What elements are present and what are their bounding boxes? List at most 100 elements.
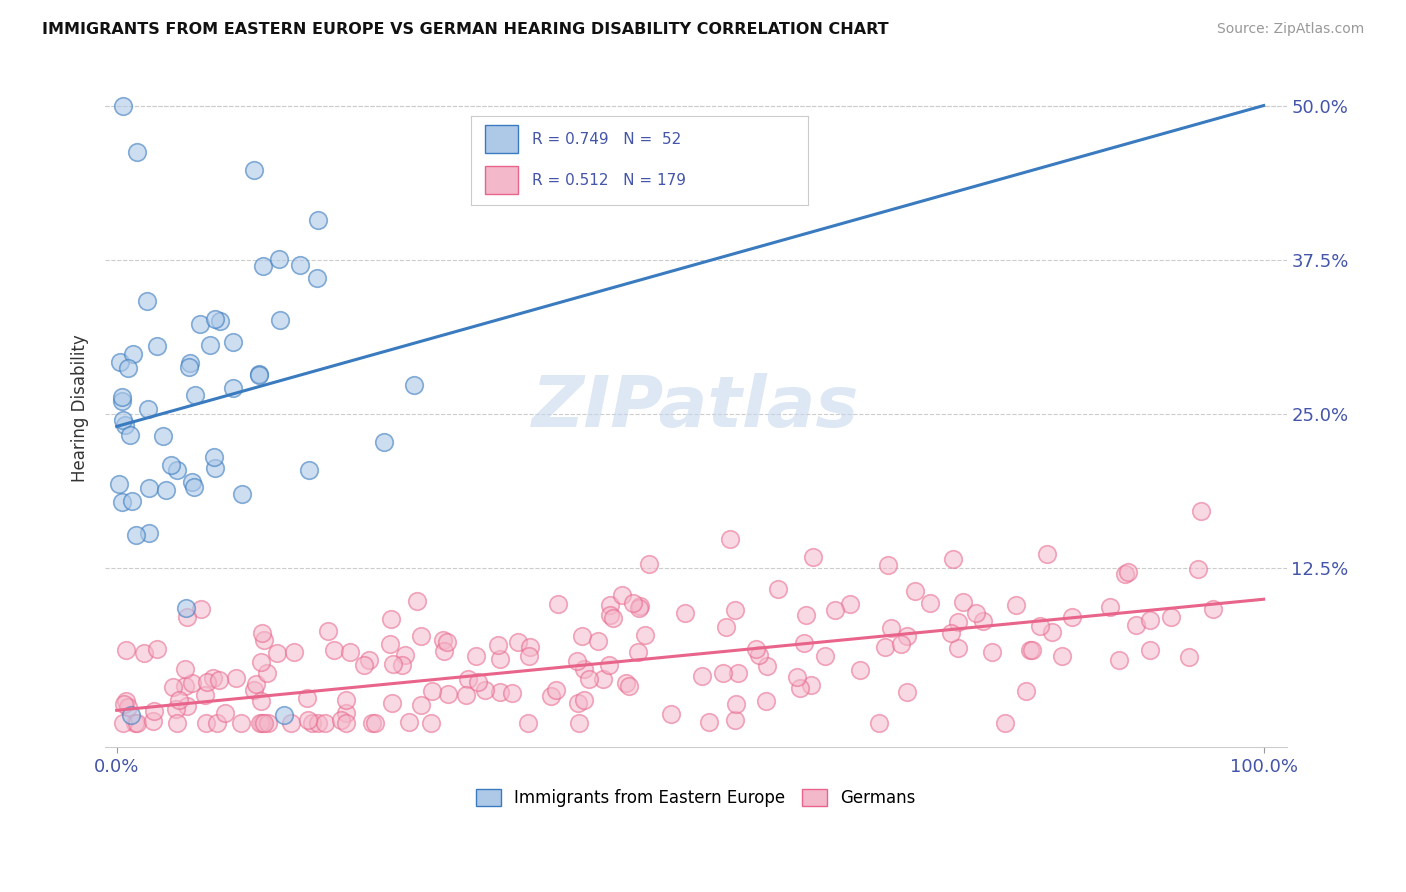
Point xyxy=(711,665,734,680)
Point xyxy=(1116,565,1139,579)
Point xyxy=(256,666,278,681)
Point xyxy=(373,435,395,450)
Point xyxy=(1160,610,1182,624)
Point xyxy=(288,258,311,272)
Point xyxy=(1018,642,1040,657)
Point xyxy=(112,412,135,426)
Point xyxy=(124,715,146,730)
Point xyxy=(748,648,770,662)
Point xyxy=(486,638,509,652)
FancyBboxPatch shape xyxy=(485,125,519,153)
Point xyxy=(1202,602,1225,616)
FancyBboxPatch shape xyxy=(485,166,519,194)
Point xyxy=(755,659,778,673)
Point xyxy=(117,361,139,376)
Point xyxy=(298,463,321,477)
Point xyxy=(250,715,273,730)
Point xyxy=(314,715,336,730)
Point xyxy=(120,707,142,722)
Point xyxy=(501,686,523,700)
Point xyxy=(301,715,323,730)
Point xyxy=(266,646,288,660)
Point xyxy=(247,368,270,382)
Point xyxy=(614,676,637,690)
Point xyxy=(176,610,198,624)
Point xyxy=(755,693,778,707)
Point xyxy=(981,645,1004,659)
Point xyxy=(209,314,232,328)
Point xyxy=(363,715,385,730)
Point xyxy=(489,684,512,698)
Point xyxy=(307,715,329,730)
Point xyxy=(547,598,569,612)
Point xyxy=(994,715,1017,730)
Point xyxy=(111,715,134,730)
Point xyxy=(138,481,160,495)
Point xyxy=(1108,653,1130,667)
Point xyxy=(214,706,236,720)
Point xyxy=(465,648,488,663)
Point xyxy=(283,645,305,659)
Point xyxy=(177,360,200,375)
Point xyxy=(121,347,143,361)
Point xyxy=(637,558,659,572)
Point xyxy=(1050,649,1073,664)
Point xyxy=(1114,566,1136,581)
Point xyxy=(1040,624,1063,639)
Text: ZIPatlas: ZIPatlas xyxy=(533,374,859,442)
Point xyxy=(800,678,823,692)
Point xyxy=(723,603,745,617)
Point xyxy=(540,689,562,703)
Point xyxy=(1060,609,1083,624)
Point xyxy=(789,681,811,695)
Point xyxy=(267,252,290,267)
Point xyxy=(202,671,225,685)
Point xyxy=(138,402,160,417)
Point xyxy=(714,620,737,634)
Point xyxy=(890,637,912,651)
Point xyxy=(718,532,741,546)
Point xyxy=(1098,600,1121,615)
Point xyxy=(394,648,416,662)
Point xyxy=(136,293,159,308)
Point xyxy=(295,690,318,705)
Point xyxy=(184,387,207,401)
Point xyxy=(202,450,225,464)
Point xyxy=(142,704,165,718)
Point xyxy=(112,697,135,711)
Point xyxy=(110,393,132,408)
Point xyxy=(165,702,187,716)
Point xyxy=(457,672,479,686)
Point xyxy=(436,687,458,701)
Text: R = 0.749   N =  52: R = 0.749 N = 52 xyxy=(531,132,681,146)
Point xyxy=(896,629,918,643)
Point xyxy=(155,483,177,498)
Point xyxy=(252,259,274,273)
Point xyxy=(166,463,188,477)
Point xyxy=(152,429,174,443)
Point xyxy=(1029,619,1052,633)
Point xyxy=(814,648,837,663)
Point xyxy=(162,680,184,694)
Point xyxy=(474,683,496,698)
Point xyxy=(114,694,136,708)
Point xyxy=(786,670,808,684)
Point xyxy=(546,682,568,697)
Text: Source: ZipAtlas.com: Source: ZipAtlas.com xyxy=(1216,22,1364,37)
Point xyxy=(1125,618,1147,632)
Point xyxy=(121,493,143,508)
Point xyxy=(273,708,295,723)
Point xyxy=(612,588,634,602)
Point xyxy=(380,638,402,652)
Point xyxy=(231,487,253,501)
Point xyxy=(673,606,696,620)
Point xyxy=(724,697,747,711)
Point xyxy=(190,602,212,616)
Point xyxy=(398,715,420,730)
Point xyxy=(247,368,270,382)
Point xyxy=(621,596,644,610)
Y-axis label: Hearing Disability: Hearing Disability xyxy=(72,334,89,482)
Point xyxy=(578,673,600,687)
Point xyxy=(574,662,596,676)
Point xyxy=(727,665,749,680)
